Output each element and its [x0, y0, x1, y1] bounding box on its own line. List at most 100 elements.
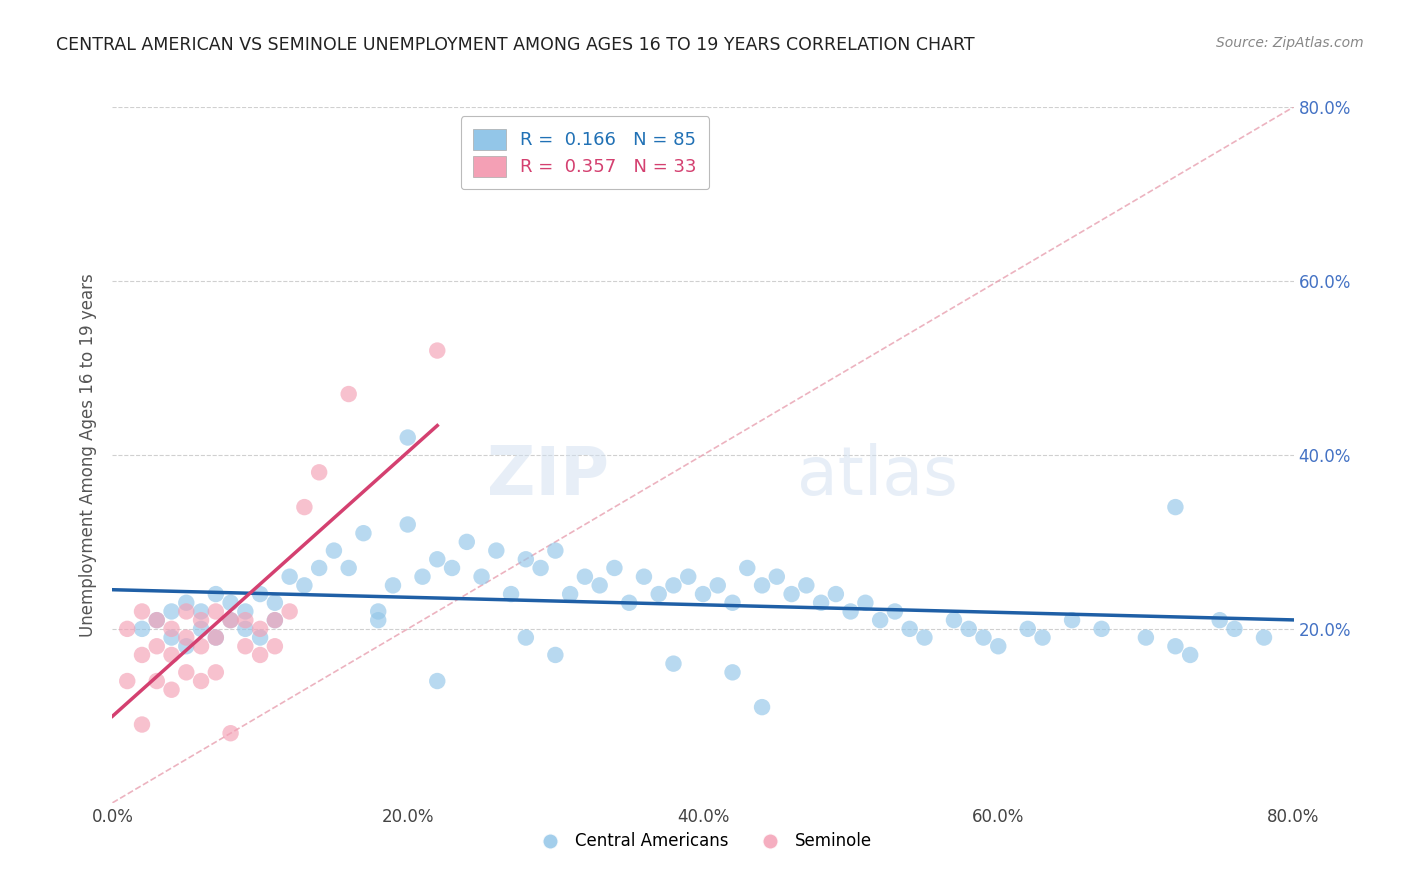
Point — [544, 543, 567, 558]
Point — [1032, 631, 1054, 645]
Point — [249, 631, 271, 645]
Point — [233, 639, 256, 653]
Point — [117, 674, 138, 689]
Point — [352, 526, 374, 541]
Point — [205, 605, 228, 619]
Text: CENTRAL AMERICAN VS SEMINOLE UNEMPLOYMENT AMONG AGES 16 TO 19 YEARS CORRELATION : CENTRAL AMERICAN VS SEMINOLE UNEMPLOYMEN… — [56, 36, 974, 54]
Point — [1178, 648, 1201, 662]
Point — [278, 570, 301, 584]
Point — [160, 682, 183, 697]
Point — [411, 570, 433, 584]
Point — [146, 613, 169, 627]
Point — [1164, 500, 1187, 514]
Point — [737, 561, 759, 575]
Point — [190, 639, 212, 653]
Point — [219, 726, 242, 740]
Point — [174, 596, 197, 610]
Point — [190, 605, 212, 619]
Point — [441, 561, 464, 575]
Point — [603, 561, 626, 575]
Point — [810, 596, 832, 610]
Point — [1062, 613, 1084, 627]
Point — [219, 613, 242, 627]
Point — [205, 631, 228, 645]
Text: ZIP: ZIP — [486, 442, 609, 508]
Point — [219, 596, 242, 610]
Point — [264, 613, 287, 627]
Point — [190, 674, 212, 689]
Point — [721, 596, 744, 610]
Point — [146, 613, 169, 627]
Point — [766, 570, 789, 584]
Point — [146, 674, 169, 689]
Point — [264, 596, 287, 610]
Point — [1208, 613, 1232, 627]
Point — [544, 648, 567, 662]
Point — [367, 613, 389, 627]
Point — [205, 665, 228, 680]
Point — [219, 613, 242, 627]
Point — [973, 631, 995, 645]
Point — [233, 622, 256, 636]
Point — [174, 605, 197, 619]
Point — [647, 587, 671, 601]
Point — [205, 587, 228, 601]
Point — [160, 605, 183, 619]
Point — [131, 605, 153, 619]
Point — [574, 570, 596, 584]
Point — [190, 613, 212, 627]
Point — [1091, 622, 1114, 636]
Point — [233, 613, 256, 627]
Point — [426, 552, 449, 566]
Point — [824, 587, 846, 601]
Point — [292, 500, 315, 514]
Point — [396, 517, 419, 532]
Point — [205, 631, 228, 645]
Point — [292, 578, 315, 592]
Point — [174, 665, 197, 680]
Point — [146, 639, 169, 653]
Point — [751, 700, 773, 714]
Point — [131, 717, 153, 731]
Point — [1223, 622, 1246, 636]
Point — [515, 552, 537, 566]
Point — [914, 631, 936, 645]
Point — [308, 466, 330, 480]
Point — [249, 587, 271, 601]
Point — [751, 578, 773, 592]
Point — [426, 343, 449, 358]
Point — [249, 648, 271, 662]
Point — [721, 665, 744, 680]
Point — [456, 534, 478, 549]
Text: atlas: atlas — [797, 442, 959, 508]
Point — [633, 570, 655, 584]
Point — [898, 622, 921, 636]
Point — [1017, 622, 1039, 636]
Point — [796, 578, 818, 592]
Point — [515, 631, 537, 645]
Point — [174, 631, 197, 645]
Point — [249, 622, 271, 636]
Point — [337, 387, 360, 401]
Point — [131, 648, 153, 662]
Point — [662, 657, 685, 671]
Point — [501, 587, 523, 601]
Point — [619, 596, 641, 610]
Point — [706, 578, 728, 592]
Point — [692, 587, 714, 601]
Y-axis label: Unemployment Among Ages 16 to 19 years: Unemployment Among Ages 16 to 19 years — [79, 273, 97, 637]
Point — [780, 587, 803, 601]
Point — [190, 622, 212, 636]
Point — [485, 543, 508, 558]
Point — [1253, 631, 1275, 645]
Point — [160, 648, 183, 662]
Point — [678, 570, 700, 584]
Text: Source: ZipAtlas.com: Source: ZipAtlas.com — [1216, 36, 1364, 50]
Point — [264, 639, 287, 653]
Point — [942, 613, 965, 627]
Point — [382, 578, 405, 592]
Point — [396, 430, 419, 444]
Point — [367, 605, 389, 619]
Point — [558, 587, 582, 601]
Point — [884, 605, 907, 619]
